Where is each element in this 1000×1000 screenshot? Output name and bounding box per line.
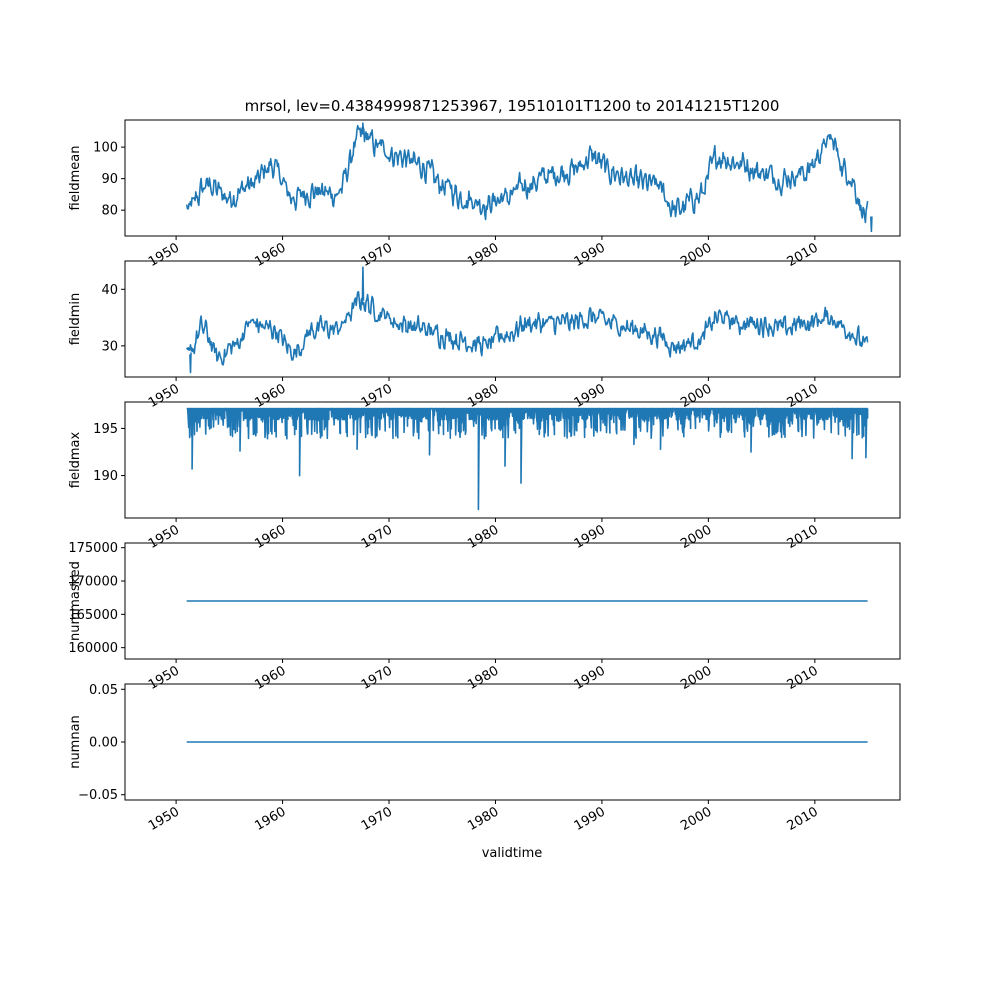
y-tick-label: 190 [93,469,118,484]
axes-frame [124,401,901,519]
x-tick-label: 2010 [785,240,821,270]
x-tick-label: 2000 [678,804,714,834]
panel-numnan: −0.05 0.00 0.05 numnan 1950 1960 1970 1980 1990 2… [68,683,901,834]
x-tick-label: 1980 [465,663,501,693]
y-tick-label: 90 [101,172,118,187]
y-tick-label: 80 [101,204,118,219]
x-tick-label: 1980 [465,240,501,270]
x-tick-label: 1990 [572,663,608,693]
x-tick-label: 1990 [572,804,608,834]
panels-group: 80 90 100 fieldmean 1950 1960 1970 1980 1990 2000… [68,119,901,834]
x-tick-label: 1990 [572,240,608,270]
axes-frame [124,542,901,660]
x-tick-label: 2000 [678,522,714,552]
x-tick-label: 1970 [359,240,395,270]
x-tick-label: 1960 [252,804,288,834]
panel-nummasked: 160000 165000 170000 175000 nummasked 1950 196… [68,541,901,693]
axes-frame [124,119,901,237]
y-tick-label: 170000 [68,575,118,590]
x-tick-label: 2000 [678,240,714,270]
y-tick-label: 30 [101,339,118,354]
x-tick-label: 2010 [785,804,821,834]
y-tick-label: 160000 [68,641,118,656]
y-axis-label: fieldmin [68,293,83,346]
panel-fieldmin: 30 40 fieldmin 1950 1960 1970 1980 1990 2000 2010 [68,260,901,411]
y-axis-label: nummasked [68,561,83,641]
x-tick-label: 2000 [678,663,714,693]
x-tick-label: 2010 [785,522,821,552]
y-axis-label: fieldmean [68,146,83,211]
x-tick-label: 1970 [359,804,395,834]
y-tick-label: −0.05 [78,788,118,803]
y-tick-label: 175000 [68,541,118,556]
y-tick-label: 0.05 [89,683,118,698]
x-tick-label: 1980 [465,804,501,834]
x-tick-label: 1950 [146,522,182,552]
axes-frame [124,260,901,378]
x-tick-label: 1950 [146,240,182,270]
y-tick-label: 195 [93,422,118,437]
y-tick-label: 40 [101,283,118,298]
x-tick-label: 1960 [252,522,288,552]
x-tick-label: 1970 [359,381,395,411]
x-tick-label: 1950 [146,663,182,693]
series-line-fieldmean [185,122,873,233]
panel-fieldmean: 80 90 100 fieldmean 1950 1960 1970 1980 1990 2000… [68,119,901,270]
x-tick-label: 1990 [572,522,608,552]
series-line-fieldmax [186,407,869,511]
x-tick-label: 1960 [252,381,288,411]
x-tick-label: 1990 [572,381,608,411]
x-tick-label: 2000 [678,381,714,411]
series-line-fieldmin [185,266,869,374]
y-tick-label: 100 [93,141,118,156]
x-tick-label: 1970 [359,663,395,693]
y-tick-label: 0.00 [89,736,118,751]
x-tick-label: 1960 [252,663,288,693]
chart-title: mrsol, lev=0.4384999871253967, 19510101T… [245,97,780,115]
x-tick-label: 2010 [785,381,821,411]
y-axis-label: fieldmax [68,432,83,489]
x-tick-label: 1950 [146,381,182,411]
panel-fieldmax: 190 195 fieldmax 1950 1960 1970 1980 1990 2000 20… [68,401,901,552]
x-tick-label: 1950 [146,804,182,834]
x-tick-label: 1970 [359,522,395,552]
x-tick-label: 1960 [252,240,288,270]
x-tick-label: 2010 [785,663,821,693]
x-tick-label: 1980 [465,522,501,552]
y-axis-label: numnan [68,715,83,769]
x-axis-label: validtime [482,846,543,861]
x-tick-label: 1980 [465,381,501,411]
y-tick-label: 165000 [68,608,118,623]
